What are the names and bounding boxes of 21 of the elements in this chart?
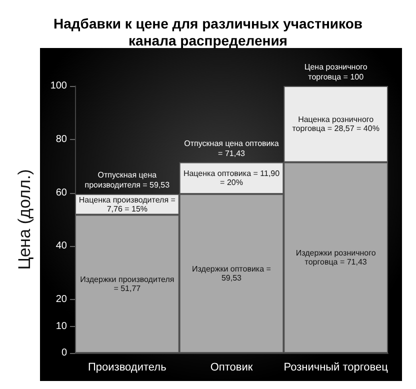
data-label: Издержки розничного торговца = 71,43 (296, 248, 376, 267)
x-tick-label: Производитель (88, 362, 167, 374)
chart-title: Надбавки к цене для различных участников канала распределения (54, 16, 363, 48)
x-tick-label: Розничный торговец (284, 362, 389, 374)
data-label: Издержки оптовика = 59,53 (192, 264, 272, 283)
y-tick-label: 40 (56, 240, 68, 252)
y-tick-label: 0 (61, 348, 68, 358)
annotation: Цена розничного торговца = 100 (304, 62, 368, 82)
data-label: Наценка производителя = 7,76 = 15% (78, 195, 176, 214)
y-tick-label: 100 (50, 80, 68, 92)
y-tick-label: 80 (56, 134, 68, 145)
annotation: Отпускная цена производителя = 59,53 (84, 170, 170, 190)
annotation: Отпускная цена оптовика = 71,43 (184, 138, 280, 158)
data-label: Наценка оптовика = 11,90 = 20% (183, 169, 280, 188)
data-label: Издержки производителя = 51,77 (80, 274, 174, 293)
data-label: Наценка розничного торговца = 28,57 = 40% (292, 115, 380, 134)
y-tick-label: 20 (56, 294, 68, 306)
x-tick-label: Оптовик (210, 362, 253, 374)
y-tick-label: 10 (56, 320, 68, 332)
y-tick-label: 60 (56, 187, 68, 198)
y-axis-title: Цена (долл.) (15, 169, 34, 270)
